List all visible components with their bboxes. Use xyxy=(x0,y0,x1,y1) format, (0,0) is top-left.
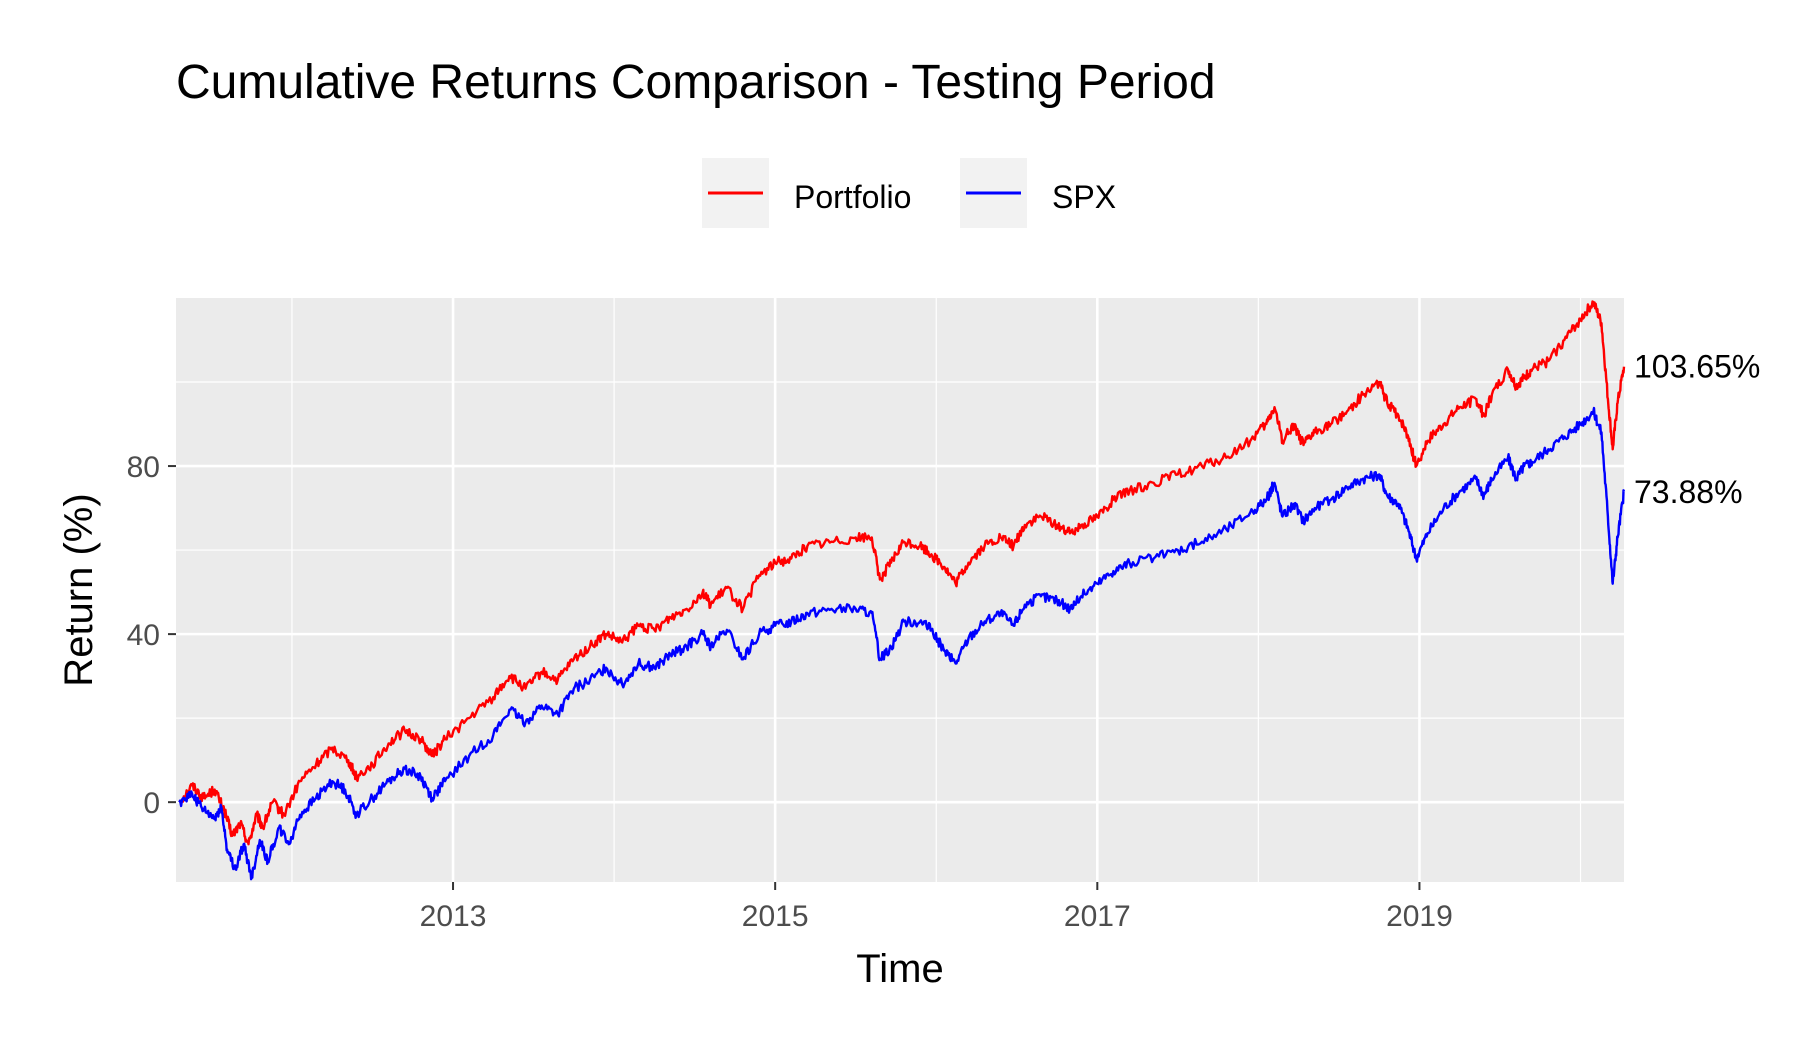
y-tick-label-1: 40 xyxy=(127,619,160,652)
y-axis: 0 40 80 xyxy=(127,451,176,820)
plot-panel xyxy=(176,298,1624,882)
end-label-spx: 73.88% xyxy=(1634,474,1743,510)
end-label-portfolio: 103.65% xyxy=(1634,349,1760,385)
legend: Portfolio SPX xyxy=(702,158,1116,228)
x-axis-title: Time xyxy=(856,947,943,991)
x-tick-label-0: 2013 xyxy=(420,900,487,933)
series-layer xyxy=(178,300,1626,881)
x-tick-label-3: 2019 xyxy=(1386,900,1453,933)
end-labels: 103.65% 73.88% xyxy=(1634,349,1760,510)
series-line-spx xyxy=(178,406,1626,881)
chart-title: Cumulative Returns Comparison - Testing … xyxy=(176,56,1216,109)
legend-label-spx: SPX xyxy=(1052,179,1116,215)
grid-lines xyxy=(176,298,1624,887)
legend-label-portfolio: Portfolio xyxy=(794,179,911,215)
x-tick-label-2: 2017 xyxy=(1064,900,1131,933)
y-tick-label-0: 0 xyxy=(143,787,160,820)
x-axis: 2013 2015 2017 2019 xyxy=(420,882,1453,933)
y-axis-title: Return (%) xyxy=(57,493,101,686)
y-tick-label-2: 80 xyxy=(127,451,160,484)
x-tick-label-1: 2015 xyxy=(742,900,809,933)
series-line-portfolio xyxy=(178,300,1626,846)
